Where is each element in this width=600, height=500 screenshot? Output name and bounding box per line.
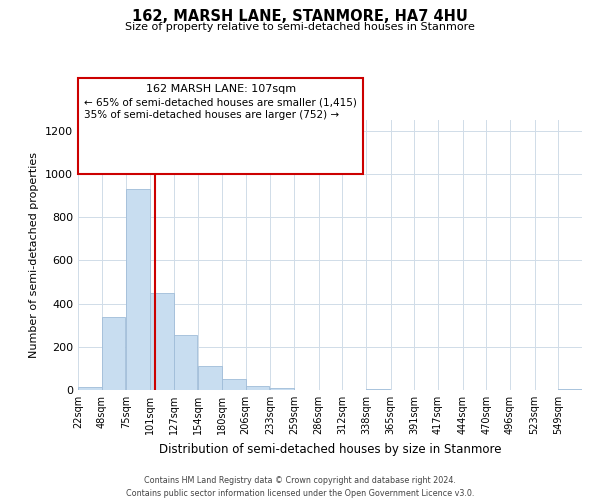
Text: Size of property relative to semi-detached houses in Stanmore: Size of property relative to semi-detach…	[125, 22, 475, 32]
Bar	[559, 389, 582, 390]
Bar	[199, 366, 222, 390]
Bar	[101, 316, 125, 390]
Bar	[78, 387, 101, 390]
Text: 35% of semi-detached houses are larger (752) →: 35% of semi-detached houses are larger (…	[84, 110, 339, 120]
X-axis label: Distribution of semi-detached houses by size in Stanmore: Distribution of semi-detached houses by …	[159, 442, 501, 456]
Bar	[127, 189, 150, 390]
Bar	[222, 379, 245, 390]
Text: 162 MARSH LANE: 107sqm: 162 MARSH LANE: 107sqm	[146, 84, 296, 94]
Text: ← 65% of semi-detached houses are smaller (1,415): ← 65% of semi-detached houses are smalle…	[84, 98, 357, 108]
Bar	[366, 389, 389, 390]
Bar	[150, 293, 173, 390]
Bar	[245, 386, 269, 390]
Y-axis label: Number of semi-detached properties: Number of semi-detached properties	[29, 152, 40, 358]
Text: 162, MARSH LANE, STANMORE, HA7 4HU: 162, MARSH LANE, STANMORE, HA7 4HU	[132, 9, 468, 24]
Bar	[271, 388, 294, 390]
Text: Contains HM Land Registry data © Crown copyright and database right 2024.
Contai: Contains HM Land Registry data © Crown c…	[126, 476, 474, 498]
Bar	[173, 335, 197, 390]
